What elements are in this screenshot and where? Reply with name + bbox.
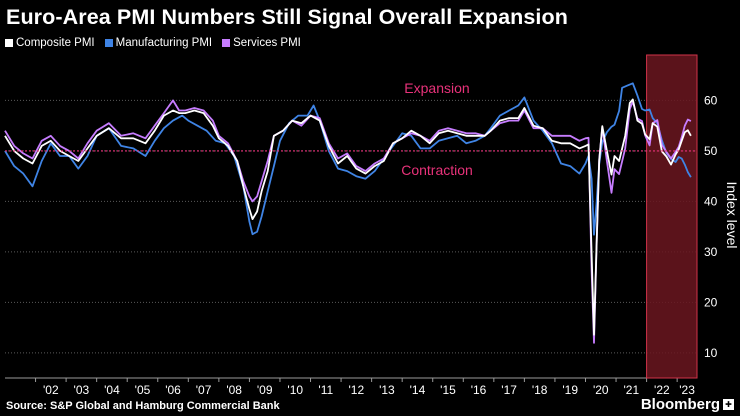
legend-swatch-services xyxy=(222,39,231,47)
legend-label-services: Services PMI xyxy=(233,37,301,49)
y-tick-label-10: 10 xyxy=(704,346,718,360)
x-tick-label-2008: '08 xyxy=(226,383,242,397)
y-tick-label-40: 40 xyxy=(704,194,718,208)
pin-icon: ✚ xyxy=(723,399,734,410)
highlight-region xyxy=(646,54,698,379)
x-tick-label-2022: '22 xyxy=(654,383,670,397)
y-tick-label-20: 20 xyxy=(704,295,718,309)
y-tick-label-60: 60 xyxy=(704,93,718,107)
x-tick-label-2021: '21 xyxy=(623,383,639,397)
y-tick-label-30: 30 xyxy=(704,245,718,259)
series-line-composite xyxy=(4,98,692,336)
x-tick-label-2016: '16 xyxy=(471,383,487,397)
legend-swatch-manufacturing xyxy=(104,39,113,47)
annotation-contraction: Contraction xyxy=(401,162,473,178)
x-tick-label-2023: '23 xyxy=(679,383,695,397)
legend-swatch-composite xyxy=(5,39,13,47)
x-tick-label-2020: '20 xyxy=(593,383,609,397)
source-note: Source: S&P Global and Hamburg Commercia… xyxy=(6,400,280,412)
legend-item-services: Services PMI xyxy=(222,37,301,49)
chart-title: Euro-Area PMI Numbers Still Signal Overa… xyxy=(6,5,568,29)
legend-label-composite: Composite PMI xyxy=(16,37,95,49)
x-tick-label-2014: '14 xyxy=(410,383,426,397)
legend-label-manufacturing: Manufacturing PMI xyxy=(115,37,213,49)
x-tick-label-2011: '11 xyxy=(318,383,333,397)
x-tick-label-2009: '09 xyxy=(257,383,273,397)
x-tick-label-2018: '18 xyxy=(532,383,548,397)
x-tick-label-2003: '03 xyxy=(74,383,90,397)
x-tick-label-2005: '05 xyxy=(135,383,151,397)
x-tick-label-2012: '12 xyxy=(349,383,365,397)
legend: Composite PMI Manufacturing PMI Services… xyxy=(5,37,301,49)
x-tick-label-2019: '19 xyxy=(562,383,578,397)
x-tick-label-2002: '02 xyxy=(43,383,59,397)
brand-logo: Bloomberg xyxy=(640,396,720,413)
series-line-manufacturing xyxy=(4,82,692,236)
y-tick-label-50: 50 xyxy=(704,144,718,158)
y-axis-title: Index level xyxy=(724,182,740,249)
x-tick-label-2006: '06 xyxy=(165,383,181,397)
x-tick-label-2010: '10 xyxy=(287,383,303,397)
x-tick-label-2013: '13 xyxy=(379,383,395,397)
x-tick-label-2015: '15 xyxy=(440,383,456,397)
brand: Bloomberg ✚ xyxy=(641,396,734,413)
series-line-services xyxy=(4,99,692,344)
legend-item-manufacturing: Manufacturing PMI xyxy=(104,37,213,49)
annotation-expansion: Expansion xyxy=(404,80,469,96)
x-tick-label-2017: '17 xyxy=(501,383,517,397)
x-tick-label-2007: '07 xyxy=(196,383,212,397)
legend-item-composite: Composite PMI xyxy=(5,37,95,49)
x-tick-label-2004: '04 xyxy=(104,383,120,397)
